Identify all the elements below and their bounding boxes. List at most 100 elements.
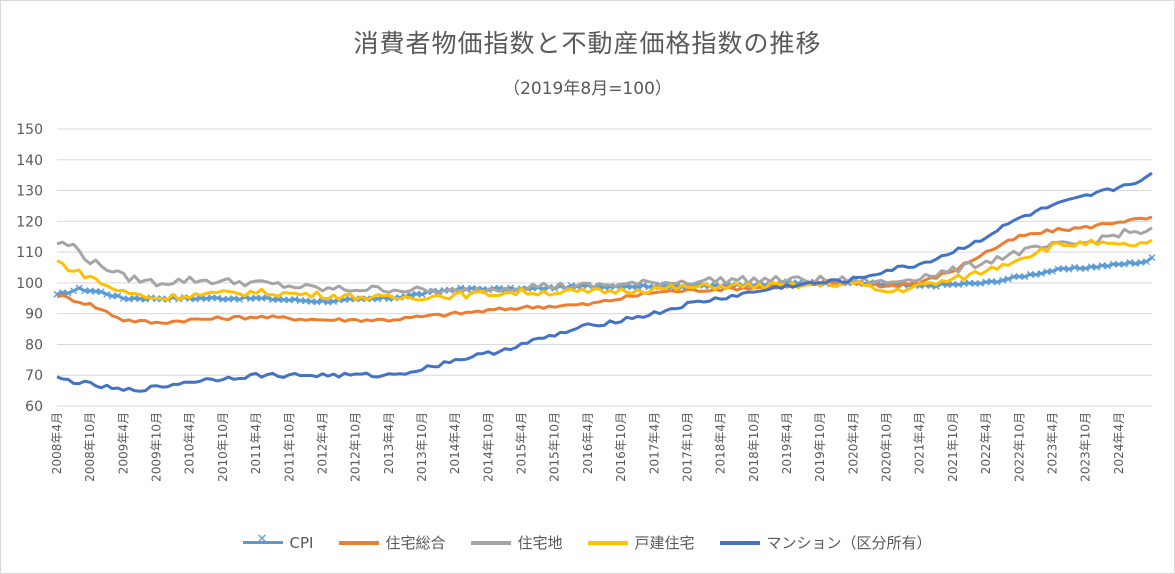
x-tick-label: 2010年10月	[216, 412, 230, 482]
x-tick-label: 2013年4月	[382, 412, 396, 474]
cpi-marker	[247, 295, 255, 303]
x-tick-label: 2023年10月	[1079, 412, 1093, 482]
cpi-marker	[202, 295, 210, 303]
x-tick-label: 2012年4月	[315, 412, 329, 474]
cpi-marker	[1120, 260, 1128, 268]
x-tick-label: 2012年10月	[349, 412, 363, 482]
x-tick-label: 2018年10月	[747, 412, 761, 482]
x-tick-label: 2017年4月	[647, 412, 661, 474]
cpi-marker	[1043, 268, 1051, 276]
cpi-marker	[208, 294, 216, 302]
x-tick-label: 2011年4月	[249, 412, 263, 474]
cpi-marker	[313, 298, 321, 306]
cpi-marker	[1098, 262, 1106, 269]
legend-swatch	[471, 540, 512, 545]
cpi-marker	[1115, 260, 1123, 268]
cpi-marker	[307, 298, 315, 306]
x-tick-label: 2008年4月	[50, 412, 64, 474]
cpi-marker	[224, 295, 232, 303]
x-tick-label: 2015年4月	[515, 412, 529, 474]
cpi-marker	[1054, 265, 1062, 273]
legend: ✕ CPI 住宅総合 住宅地 戸建住宅 マンション（区分所有）	[0, 532, 1175, 553]
x-tick-label: 2021年4月	[913, 412, 927, 474]
cpi-marker	[1093, 263, 1101, 271]
cpi-marker	[296, 297, 304, 305]
cpi-marker	[302, 297, 310, 305]
cpi-marker	[1131, 260, 1139, 267]
y-tick-label: 150	[16, 122, 43, 138]
x-tick-label: 2018年4月	[714, 412, 728, 474]
cpi-marker	[418, 290, 426, 298]
cpi-marker	[280, 296, 288, 304]
chart-subtitle: （2019年8月=100）	[503, 79, 672, 99]
cpi-marker	[1065, 265, 1073, 273]
cpi-marker	[1071, 263, 1079, 271]
cpi-marker	[285, 296, 293, 304]
x-tick-label: 2013年10月	[415, 412, 429, 482]
cpi-marker	[119, 295, 127, 302]
legend-item: 住宅総合	[339, 532, 445, 553]
cpi-marker	[1037, 270, 1045, 277]
legend-item: 住宅地	[471, 532, 562, 553]
series-line-3	[56, 238, 1153, 302]
x-tick-label: 2014年4月	[448, 412, 462, 474]
x-tick-label: 2009年10月	[150, 412, 164, 482]
legend-label: 住宅地	[517, 534, 563, 552]
legend-item: マンション（区分所有）	[720, 532, 932, 553]
x-tick-label: 2017年10月	[680, 412, 694, 482]
cpi-marker	[1010, 273, 1018, 281]
series-line-4	[56, 171, 1153, 393]
y-tick-label: 70	[25, 368, 43, 384]
cpi-marker	[97, 288, 105, 296]
legend-label: 住宅総合	[385, 534, 446, 552]
x-tick-label: 2014年10月	[481, 412, 495, 482]
cpi-marker	[949, 280, 957, 288]
x-tick-label: 2019年4月	[780, 412, 794, 474]
cpi-marker	[230, 295, 238, 302]
cpi-marker	[1048, 267, 1056, 275]
y-tick-label: 120	[16, 214, 43, 230]
cpi-marker	[960, 279, 968, 287]
cpi-marker	[92, 287, 100, 295]
cpi-marker	[1148, 253, 1156, 261]
x-tick-label: 2022年4月	[979, 412, 993, 474]
cpi-marker	[81, 287, 89, 295]
cpi-marker	[1137, 259, 1145, 266]
legend-item: ✕ CPI	[243, 532, 313, 553]
x-tick-label: 2009年4月	[116, 412, 130, 474]
cpi-marker	[108, 292, 116, 300]
cpi-marker	[330, 298, 337, 305]
legend-label: 戸建住宅	[634, 534, 695, 552]
cpi-marker	[125, 295, 133, 303]
cpi-marker	[1087, 263, 1095, 271]
cpi-marker	[103, 290, 111, 298]
y-tick-label: 60	[25, 399, 43, 415]
x-tick-label: 2011年10月	[282, 412, 296, 482]
x-tick-label: 2024年4月	[1112, 412, 1126, 474]
legend-x-marker-icon: ✕	[256, 532, 268, 547]
cpi-marker	[1026, 270, 1034, 278]
x-tick-label: 2019年10月	[813, 412, 827, 482]
cpi-marker	[999, 276, 1007, 284]
cpi-marker	[1109, 260, 1117, 268]
cpi-marker	[1004, 275, 1012, 283]
cpi-marker	[977, 279, 985, 287]
cpi-marker	[954, 281, 962, 289]
cpi-marker	[252, 294, 260, 302]
cpi-marker	[274, 296, 282, 304]
legend-swatch	[588, 540, 629, 545]
legend-label: CPI	[289, 533, 314, 552]
y-tick-label: 90	[25, 307, 43, 323]
chart-title: 消費者物価指数と不動産価格指数の推移	[353, 29, 822, 58]
cpi-marker	[1060, 265, 1067, 273]
legend-swatch	[339, 540, 380, 545]
x-tick-label: 2021年10月	[946, 412, 960, 482]
cpi-marker	[982, 278, 990, 286]
x-tick-label: 2016年10月	[614, 412, 628, 482]
cpi-marker	[258, 294, 266, 302]
y-tick-label: 130	[16, 184, 43, 200]
cpi-marker	[1082, 264, 1090, 272]
cpi-marker	[75, 284, 83, 292]
